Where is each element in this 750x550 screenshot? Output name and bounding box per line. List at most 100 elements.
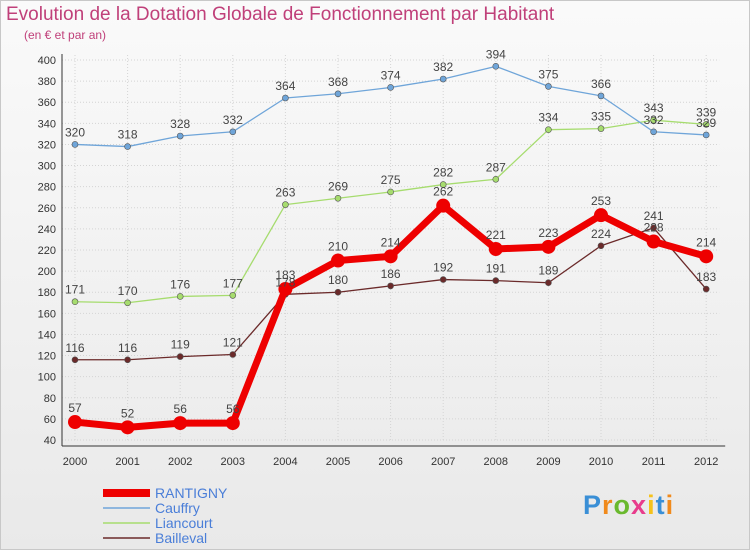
data-label-bailleval: 121 — [223, 336, 243, 350]
data-label-bailleval: 189 — [538, 264, 558, 278]
data-label-cauffry: 368 — [328, 75, 348, 89]
data-label-cauffry: 394 — [486, 47, 506, 61]
y-tick-label: 360 — [38, 97, 56, 109]
data-label-cauffry: 328 — [170, 117, 190, 131]
data-label-liancourt: 170 — [118, 284, 138, 298]
data-point-liancourt — [545, 126, 552, 133]
data-point-liancourt — [124, 299, 131, 307]
data-label-rantigny: 221 — [486, 228, 506, 242]
data-point-liancourt — [597, 125, 605, 132]
data-point-bailleval — [597, 242, 605, 250]
data-label-bailleval: 116 — [65, 341, 84, 355]
x-tick-label: 2010 — [589, 456, 613, 468]
data-point-rantigny — [225, 416, 240, 431]
data-label-cauffry: 374 — [381, 68, 401, 82]
data-label-bailleval: 192 — [433, 261, 453, 275]
x-tick-label: 2004 — [273, 456, 297, 468]
data-label-bailleval: 241 — [644, 209, 664, 223]
data-label-cauffry: 375 — [538, 67, 558, 81]
legend-label-rantigny: RANTIGNY — [155, 485, 228, 501]
y-tick-label: 320 — [38, 139, 56, 151]
data-label-rantigny: 52 — [121, 406, 135, 420]
logo-letter: i — [665, 490, 675, 520]
y-tick-label: 100 — [38, 372, 56, 384]
data-label-liancourt: 275 — [381, 173, 401, 187]
data-label-cauffry: 332 — [644, 113, 664, 127]
data-point-cauffry — [176, 132, 184, 140]
chart-subtitle: (en € et par an) — [24, 28, 107, 42]
y-tick-label: 340 — [38, 118, 56, 130]
data-point-liancourt — [176, 293, 184, 300]
logo-letter: P — [583, 490, 603, 520]
data-point-rantigny — [436, 198, 451, 213]
data-label-rantigny: 210 — [328, 240, 348, 254]
data-label-liancourt: 339 — [696, 105, 716, 119]
data-label-bailleval: 186 — [381, 267, 401, 281]
data-point-cauffry — [387, 84, 394, 91]
data-point-liancourt — [229, 292, 237, 299]
y-tick-label: 280 — [38, 182, 56, 194]
proxiti-logo: Proxiti — [583, 490, 674, 521]
data-point-rantigny — [699, 249, 714, 264]
data-point-rantigny — [278, 282, 293, 297]
data-label-rantigny: 56 — [226, 402, 240, 416]
data-point-liancourt — [702, 121, 710, 128]
x-tick-label: 2011 — [642, 456, 666, 468]
data-label-bailleval: 116 — [118, 341, 137, 355]
y-tick-label: 160 — [38, 308, 56, 320]
y-tick-label: 200 — [38, 266, 56, 278]
data-point-bailleval — [492, 277, 500, 284]
logo-letter: i — [647, 490, 656, 520]
data-point-bailleval — [439, 276, 447, 283]
data-label-rantigny: 228 — [644, 221, 664, 235]
data-label-rantigny: 214 — [381, 235, 401, 249]
data-label-liancourt: 263 — [275, 186, 295, 200]
data-point-bailleval — [334, 288, 342, 296]
data-point-cauffry — [545, 83, 552, 90]
data-label-liancourt: 335 — [591, 110, 611, 124]
data-point-rantigny — [68, 415, 82, 430]
y-tick-label: 40 — [44, 435, 56, 447]
data-label-bailleval: 180 — [328, 273, 348, 287]
data-label-liancourt: 282 — [433, 166, 453, 180]
data-point-cauffry — [702, 131, 710, 139]
y-tick-label: 380 — [38, 76, 56, 88]
y-tick-label: 240 — [38, 224, 56, 236]
x-tick-label: 2008 — [484, 456, 508, 468]
data-label-cauffry: 366 — [591, 77, 611, 91]
data-label-bailleval: 224 — [591, 227, 611, 241]
y-tick-label: 80 — [44, 393, 56, 405]
data-point-liancourt — [650, 116, 657, 124]
data-point-bailleval — [545, 279, 552, 287]
data-point-liancourt — [334, 194, 342, 202]
data-label-bailleval: 178 — [275, 275, 295, 289]
data-point-cauffry — [492, 63, 500, 70]
legend-label-liancourt: Liancourt — [155, 515, 213, 531]
x-tick-label: 2001 — [115, 456, 139, 468]
data-point-rantigny — [383, 249, 398, 264]
data-point-cauffry — [597, 92, 605, 100]
data-point-rantigny — [173, 416, 188, 431]
legend-label-cauffry: Cauffry — [155, 500, 200, 516]
data-label-rantigny: 214 — [696, 235, 716, 249]
data-point-bailleval — [229, 351, 237, 358]
y-tick-label: 60 — [44, 414, 56, 426]
data-label-liancourt: 343 — [644, 101, 664, 115]
data-label-liancourt: 269 — [328, 179, 348, 193]
data-label-cauffry: 382 — [433, 60, 453, 74]
y-tick-label: 260 — [38, 203, 56, 215]
y-tick-label: 140 — [38, 329, 56, 341]
logo-letter: r — [602, 490, 614, 520]
data-point-bailleval — [71, 356, 79, 364]
data-point-bailleval — [387, 282, 394, 290]
data-label-bailleval: 183 — [696, 270, 716, 284]
data-point-liancourt — [492, 175, 500, 183]
data-label-cauffry: 332 — [223, 113, 243, 127]
x-tick-label: 2005 — [326, 456, 350, 468]
y-tick-label: 120 — [38, 351, 56, 363]
data-label-liancourt: 177 — [223, 276, 243, 290]
data-point-cauffry — [439, 75, 447, 83]
logo-letter: o — [613, 490, 632, 520]
